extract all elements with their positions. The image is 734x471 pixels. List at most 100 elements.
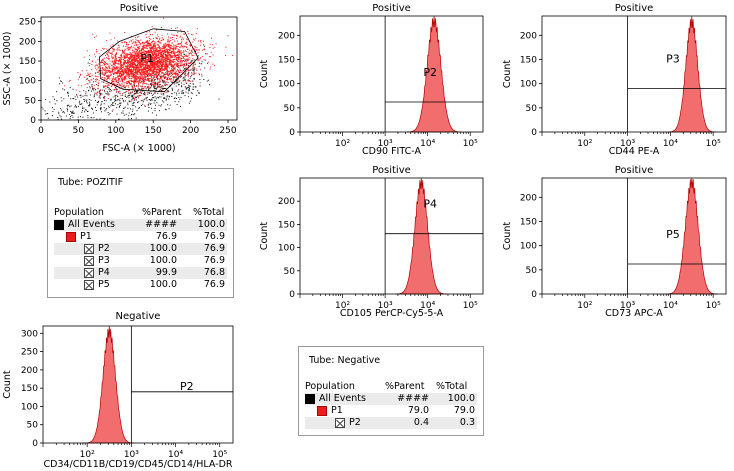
gate-polygon: [98, 28, 199, 93]
table-row: All Events #### 100.0: [305, 393, 477, 405]
y-tick-label: 200: [520, 193, 537, 203]
table-row: P3 100.0 76.9: [54, 255, 227, 267]
population-name: All Events: [319, 393, 366, 404]
x-tick-label: 0: [38, 126, 44, 136]
gate-icon: [335, 418, 345, 428]
y-tick-label: 100: [19, 77, 36, 87]
plot-frame: [541, 177, 727, 295]
x-axis-label: CD44 PE-A: [609, 146, 660, 157]
x-tick-label: 10³: [620, 301, 635, 311]
x-tick-label: 10⁵: [463, 301, 478, 311]
header-cell: %Total: [193, 207, 225, 218]
table-row: P5 100.0 76.9: [54, 279, 227, 291]
y-tick-label: 0: [531, 290, 537, 300]
chart-title: Positive: [372, 3, 411, 14]
chart-title: Positive: [615, 3, 654, 14]
histogram-area: [406, 15, 462, 133]
population-name: P1: [80, 231, 92, 242]
histogram-cd105: Positive P4 10² 10³ 10⁴ 10⁵ 0 50 100 150 200 CD105 …: [259, 165, 484, 319]
percent-parent: 100.0: [149, 279, 177, 290]
percent-total: 79.0: [453, 405, 475, 416]
header-cell: Population: [54, 207, 104, 218]
y-tick-label: 0: [32, 439, 38, 449]
y-tick-label: 0: [30, 116, 36, 126]
population-color-icon: [66, 232, 76, 242]
population-color-icon: [317, 406, 327, 416]
x-tick-label: 10⁵: [463, 139, 478, 149]
percent-parent: 0.4: [413, 417, 429, 428]
all-events-icon: [54, 220, 64, 230]
y-tick-label: 50: [25, 96, 37, 106]
x-tick-label: 10²: [335, 139, 350, 149]
x-tick-label: 10⁴: [663, 301, 678, 311]
x-tick-label: 10⁴: [663, 139, 678, 149]
x-tick-label: 10⁴: [168, 450, 183, 460]
gate-icon: [84, 256, 94, 266]
x-tick-label: 10⁴: [420, 139, 435, 149]
histogram-negative: Negative P2 10² 10³ 10⁴ 10⁵ 0 50 100 150 200 250 300…: [2, 311, 234, 470]
header-cell: %Parent: [385, 381, 425, 392]
table-row: P4 99.9 76.8: [54, 267, 227, 279]
histogram-area: [84, 325, 135, 444]
histogram-area: [395, 177, 447, 295]
histogram-area: [666, 177, 718, 295]
y-axis-label: SSC-A (× 1000): [2, 31, 13, 105]
y-tick-label: 150: [19, 57, 36, 67]
gate-label: P2: [180, 380, 194, 393]
stats-table-positive: Tube: POZITIF Population %Parent %Total All…: [47, 168, 234, 298]
y-axis-label: Count: [259, 60, 270, 88]
percent-parent: 99.9: [155, 267, 177, 278]
percent-total: 100.0: [447, 393, 475, 404]
x-tick-label: 10²: [335, 301, 350, 311]
y-tick-label: 100: [21, 402, 38, 412]
y-tick-label: 100: [520, 80, 537, 90]
header-cell: Population: [305, 381, 355, 392]
histogram-area: [667, 16, 716, 133]
plot-frame: [299, 177, 484, 295]
y-tick-label: 200: [520, 31, 537, 41]
y-tick-label: 50: [27, 421, 39, 431]
percent-parent: 76.9: [155, 231, 177, 242]
y-tick-label: 200: [278, 197, 295, 207]
gate-label: P4: [423, 198, 437, 211]
population-name: P5: [98, 279, 110, 290]
x-axis-label: CD90 FITC-A: [362, 146, 421, 157]
scatter-plot-fsc-ssc: Positive P1 0 50 100 150 200 250 0 50 100 150 200 250…: [2, 3, 238, 154]
x-tick-label: 10⁵: [706, 139, 721, 149]
x-tick-label: 10²: [577, 301, 592, 311]
percent-total: 100.0: [197, 219, 225, 230]
histogram-cd44: Positive P3 10² 10³ 10⁴ 10⁵ 0 50 100 150 200 CD44 P…: [502, 3, 727, 157]
plot-frame: [299, 15, 484, 133]
histogram-cd90: Positive P2 10² 10³ 10⁴ 10⁵ 0 50 100 150 200 CD90 F…: [259, 3, 484, 157]
x-axis-label: CD73 APC-A: [605, 308, 663, 319]
percent-parent: 100.0: [149, 243, 177, 254]
percent-total: 76.9: [203, 279, 225, 290]
gate-label: P3: [666, 53, 680, 66]
gate-icon: [84, 244, 94, 254]
chart-title: Positive: [372, 165, 411, 176]
stats-table-negative: Tube: Negative Population %Parent %Total Al…: [298, 346, 484, 436]
table-header: Population %Parent %Total: [305, 381, 477, 393]
x-tick-label: 10⁵: [706, 301, 721, 311]
y-tick-label: 100: [278, 80, 295, 90]
x-tick-label: 10³: [378, 139, 393, 149]
histogram-cd73: Positive P5 10² 10³ 10⁴ 10⁵ 0 50 100 150 200 CD73 A…: [502, 165, 727, 319]
y-tick-label: 200: [278, 31, 295, 41]
gate-icon: [84, 268, 94, 278]
plot-frame: [40, 16, 238, 121]
x-tick-label: 250: [219, 126, 236, 136]
gate-label: P1: [140, 52, 154, 65]
chart-title: Positive: [615, 165, 654, 176]
y-tick-label: 100: [520, 242, 537, 252]
table-row: P1 76.9 76.9: [54, 231, 227, 243]
percent-parent: ####: [397, 393, 429, 404]
gate-icon: [84, 280, 94, 290]
percent-total: 76.9: [203, 231, 225, 242]
chart-title: Positive: [120, 3, 159, 14]
percent-parent: 79.0: [407, 405, 429, 416]
y-axis-label: Count: [259, 222, 270, 250]
x-axis-label: FSC-A (× 1000): [102, 143, 175, 154]
series-all-events: [41, 43, 220, 120]
percent-total: 0.3: [459, 417, 475, 428]
x-tick-label: 10⁴: [420, 301, 435, 311]
